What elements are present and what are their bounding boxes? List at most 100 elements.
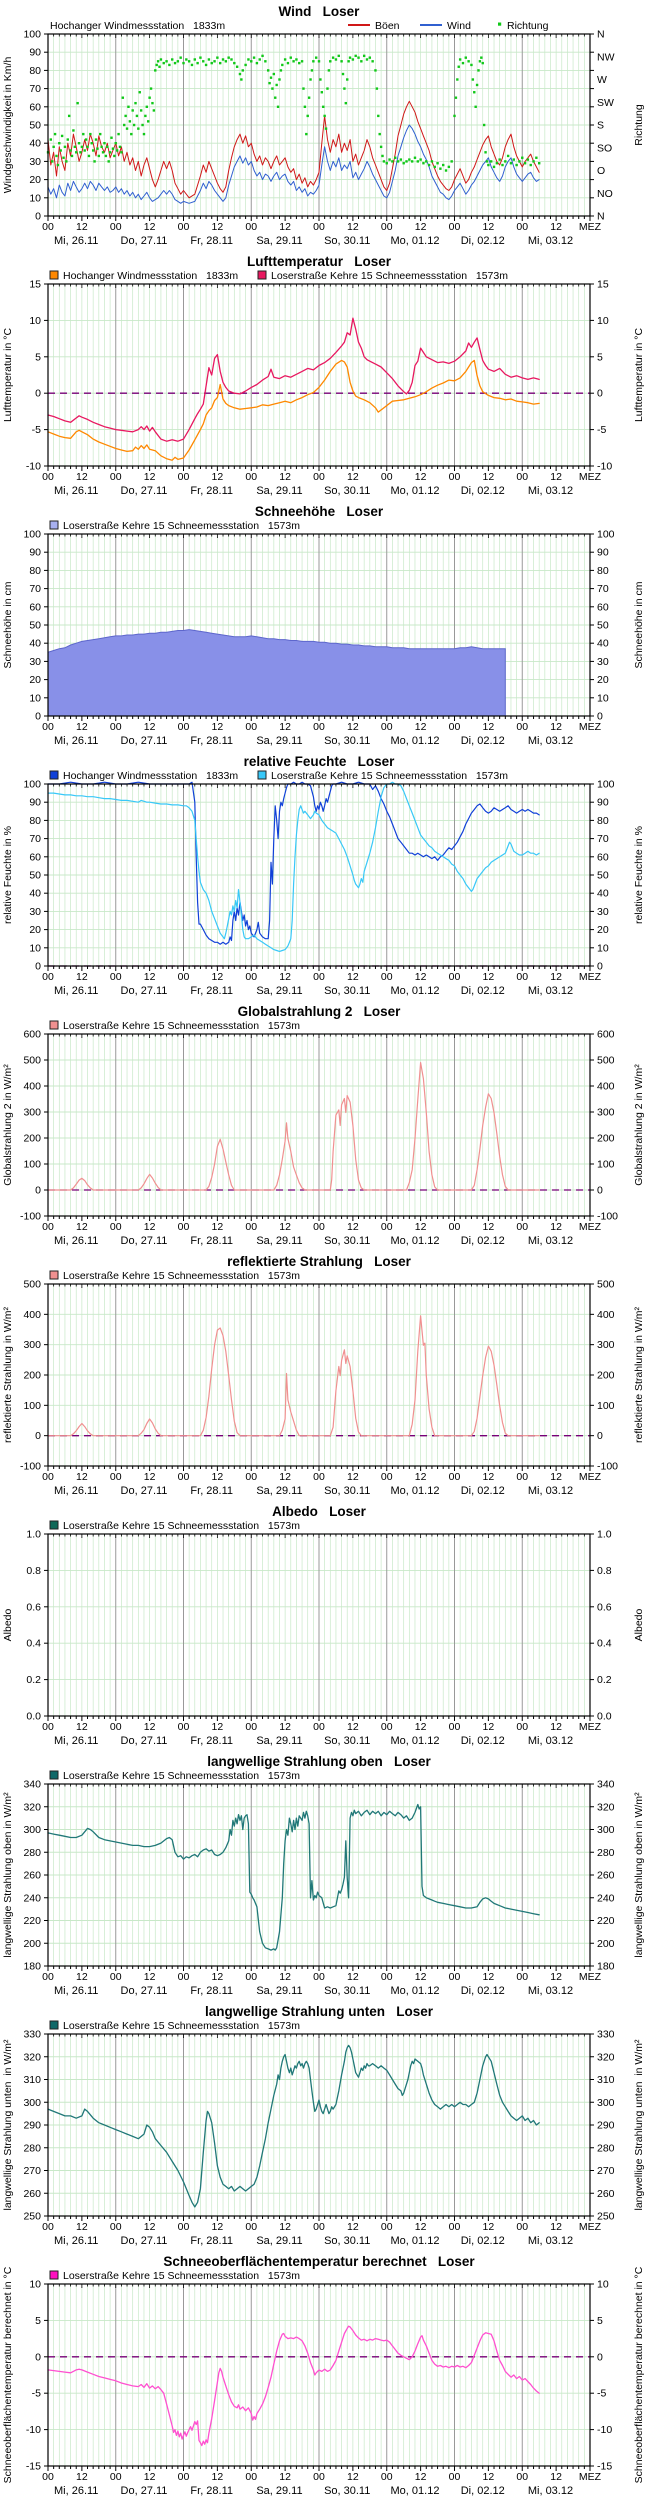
svg-text:N: N — [597, 29, 605, 41]
svg-text:Schneehöhe in cm: Schneehöhe in cm — [633, 581, 645, 668]
svg-text:So, 30.11: So, 30.11 — [324, 1235, 370, 1247]
svg-text:Fr, 28.11: Fr, 28.11 — [190, 985, 233, 997]
svg-text:12: 12 — [347, 1471, 359, 1483]
svg-text:MEZ: MEZ — [579, 1971, 602, 1983]
svg-text:340: 340 — [597, 1779, 615, 1791]
svg-text:280: 280 — [597, 2142, 615, 2154]
svg-text:290: 290 — [23, 2120, 41, 2132]
svg-text:Sa, 29.11: Sa, 29.11 — [256, 2235, 302, 2247]
svg-text:Mo, 01.12: Mo, 01.12 — [391, 2485, 440, 2497]
series-area-schneehoehe — [47, 629, 506, 717]
svg-text:00: 00 — [381, 721, 393, 733]
svg-text:00: 00 — [110, 971, 122, 983]
svg-text:12: 12 — [279, 471, 291, 483]
svg-text:12: 12 — [212, 1721, 224, 1733]
svg-text:90: 90 — [29, 797, 41, 809]
svg-text:12: 12 — [144, 1721, 156, 1733]
svg-text:00: 00 — [178, 221, 190, 233]
svg-text:280: 280 — [23, 1847, 41, 1859]
svg-text:250: 250 — [597, 2211, 615, 2223]
svg-text:220: 220 — [23, 1915, 41, 1927]
svg-text:Schneeoberflächentemperatur be: Schneeoberflächentemperatur berechnet in… — [2, 2266, 14, 2483]
svg-text:40: 40 — [597, 888, 609, 900]
svg-text:100: 100 — [23, 1159, 41, 1171]
svg-text:10: 10 — [29, 192, 41, 204]
svg-text:90: 90 — [597, 797, 609, 809]
svg-text:00: 00 — [42, 721, 54, 733]
svg-text:00: 00 — [42, 1971, 54, 1983]
svg-text:12: 12 — [144, 471, 156, 483]
svg-text:NW: NW — [597, 51, 615, 63]
svg-text:Böen: Böen — [375, 20, 400, 32]
svg-text:00: 00 — [42, 1721, 54, 1733]
series-line-reflektierte-strahlung-0 — [47, 1315, 540, 1437]
legend-swatch-square — [49, 1270, 59, 1280]
svg-text:00: 00 — [42, 471, 54, 483]
svg-text:60: 60 — [597, 601, 609, 613]
svg-text:Mi, 03.12: Mi, 03.12 — [528, 1485, 573, 1497]
svg-text:0.6: 0.6 — [597, 1601, 612, 1613]
svg-text:Sa, 29.11: Sa, 29.11 — [256, 985, 302, 997]
svg-text:Mi, 26.11: Mi, 26.11 — [54, 235, 98, 247]
svg-text:00: 00 — [178, 2221, 190, 2233]
svg-text:00: 00 — [110, 1221, 122, 1233]
svg-text:Loserstraße Kehre 15 Schneemes: Loserstraße Kehre 15 Schneemessstation 1… — [63, 520, 300, 532]
svg-text:12: 12 — [76, 2221, 88, 2233]
svg-text:290: 290 — [597, 2120, 615, 2132]
svg-text:00: 00 — [178, 471, 190, 483]
svg-text:00: 00 — [110, 471, 122, 483]
svg-text:00: 00 — [313, 2221, 325, 2233]
svg-text:Hochanger Windmessstation 18: Hochanger Windmessstation 1833m — [50, 20, 225, 32]
svg-text:12: 12 — [550, 971, 562, 983]
svg-text:00: 00 — [313, 1221, 325, 1233]
svg-text:12: 12 — [144, 221, 156, 233]
svg-text:00: 00 — [449, 1471, 461, 1483]
svg-text:reflektierte Strahlung in W/m²: reflektierte Strahlung in W/m² — [2, 1307, 14, 1443]
svg-text:Fr, 28.11: Fr, 28.11 — [190, 2235, 233, 2247]
svg-text:300: 300 — [597, 1107, 615, 1119]
svg-text:12: 12 — [415, 2221, 427, 2233]
svg-text:0.2: 0.2 — [26, 1674, 41, 1686]
svg-text:Albedo: Albedo — [2, 1608, 14, 1641]
svg-text:00: 00 — [245, 221, 257, 233]
svg-text:00: 00 — [449, 721, 461, 733]
svg-text:12: 12 — [347, 1971, 359, 1983]
svg-text:00: 00 — [313, 221, 325, 233]
svg-text:0: 0 — [35, 388, 41, 400]
svg-text:langwellige Strahlung oben L: langwellige Strahlung oben Loser — [207, 1754, 431, 1769]
svg-text:12: 12 — [212, 1471, 224, 1483]
svg-text:300: 300 — [23, 1107, 41, 1119]
svg-text:MEZ: MEZ — [579, 721, 602, 733]
svg-text:00: 00 — [516, 2221, 528, 2233]
svg-text:Fr, 28.11: Fr, 28.11 — [190, 1485, 233, 1497]
legend-swatch-square — [257, 770, 267, 780]
svg-text:00: 00 — [516, 221, 528, 233]
svg-text:12: 12 — [347, 1221, 359, 1233]
svg-text:300: 300 — [23, 1824, 41, 1836]
svg-text:00: 00 — [245, 721, 257, 733]
svg-text:00: 00 — [516, 1971, 528, 1983]
svg-text:10: 10 — [597, 315, 609, 327]
svg-text:SW: SW — [597, 97, 614, 109]
svg-text:Mi, 03.12: Mi, 03.12 — [528, 1985, 573, 1997]
svg-text:12: 12 — [76, 471, 88, 483]
svg-text:00: 00 — [178, 1221, 190, 1233]
svg-text:Lufttemperatur in °C: Lufttemperatur in °C — [2, 328, 14, 422]
svg-text:12: 12 — [550, 2221, 562, 2233]
svg-text:200: 200 — [597, 1370, 615, 1382]
svg-text:1.0: 1.0 — [597, 1529, 612, 1541]
svg-text:40: 40 — [597, 638, 609, 650]
svg-text:00: 00 — [381, 971, 393, 983]
svg-text:00: 00 — [381, 221, 393, 233]
svg-text:12: 12 — [279, 1721, 291, 1733]
svg-text:-100: -100 — [20, 1211, 41, 1223]
legend-swatch-square — [49, 2270, 59, 2280]
svg-text:W: W — [597, 74, 607, 86]
chart-svg-langwellige-strahlung-oben: 180 180 200 200 220 220 240 240 260 260 280 280 300 3… — [2, 1754, 645, 1997]
svg-text:12: 12 — [550, 1721, 562, 1733]
svg-text:00: 00 — [516, 471, 528, 483]
svg-text:Windgeschwindigkeit in Km/h: Windgeschwindigkeit in Km/h — [2, 57, 14, 194]
svg-text:12: 12 — [347, 971, 359, 983]
svg-text:Mi, 26.11: Mi, 26.11 — [54, 2235, 98, 2247]
svg-text:Sa, 29.11: Sa, 29.11 — [256, 1985, 302, 1997]
